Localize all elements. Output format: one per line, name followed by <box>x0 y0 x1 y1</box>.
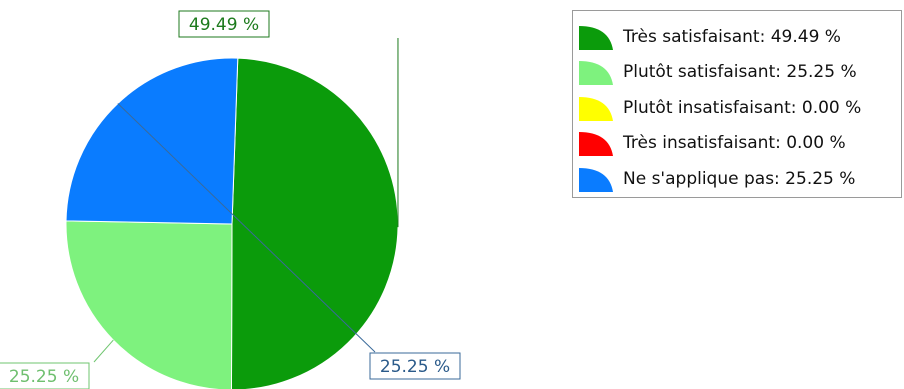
legend-label-ne-s-applique-pas: Ne s'applique pas: 25.25 % <box>623 168 856 189</box>
data-label-tres-satisfaisant: 49.49 % <box>178 10 270 38</box>
legend-item-ne-s-applique-pas: Ne s'applique pas: 25.25 % <box>579 161 901 197</box>
legend-swatch-ne-s-applique-pas <box>579 167 613 192</box>
legend-swatch-tres-satisfaisant <box>579 25 613 50</box>
data-label-text-ne-s-applique-pas: 25.25 % <box>380 357 450 377</box>
data-label-box-plutot-satisfaisant <box>0 362 90 389</box>
pie-slice-tres-satisfaisant <box>230 57 399 389</box>
data-label-text-plutot-satisfaisant: 25.25 % <box>9 367 79 387</box>
data-label-ne-s-applique-pas: 25.25 % <box>369 352 461 380</box>
legend-item-tres-satisfaisant: Très satisfaisant: 49.49 % <box>579 19 901 55</box>
legend-label-tres-insatisfaisant: Très insatisfaisant: 0.00 % <box>623 133 846 154</box>
legend-label-tres-satisfaisant: Très satisfaisant: 49.49 % <box>623 26 841 47</box>
legend-label-plutot-insatisfaisant: Plutôt insatisfaisant: 0.00 % <box>623 97 862 118</box>
legend-item-tres-insatisfaisant: Très insatisfaisant: 0.00 % <box>579 126 901 162</box>
data-label-box-tres-satisfaisant <box>178 10 270 38</box>
legend-label-plutot-satisfaisant: Plutôt satisfaisant: 25.25 % <box>623 62 857 83</box>
pie-slice-plutot-satisfaisant <box>65 220 233 389</box>
data-label-plutot-satisfaisant: 25.25 % <box>0 362 90 389</box>
legend-item-plutot-insatisfaisant: Plutôt insatisfaisant: 0.00 % <box>579 90 901 126</box>
leader-line-plutot-satisfaisant <box>93 339 114 363</box>
pie-slice-ne-s-applique-pas <box>65 57 239 225</box>
data-label-box-ne-s-applique-pas <box>369 352 461 380</box>
legend-swatch-tres-insatisfaisant <box>579 132 613 157</box>
legend-item-plutot-satisfaisant: Plutôt satisfaisant: 25.25 % <box>579 55 901 91</box>
legend-swatch-plutot-satisfaisant <box>579 61 613 86</box>
leader-line-ne-s-applique-pas <box>117 103 376 353</box>
legend-swatch-plutot-insatisfaisant <box>579 96 613 121</box>
data-label-text-tres-satisfaisant: 49.49 % <box>189 15 259 35</box>
legend: Très satisfaisant: 49.49 % Plutôt satisf… <box>572 10 902 198</box>
